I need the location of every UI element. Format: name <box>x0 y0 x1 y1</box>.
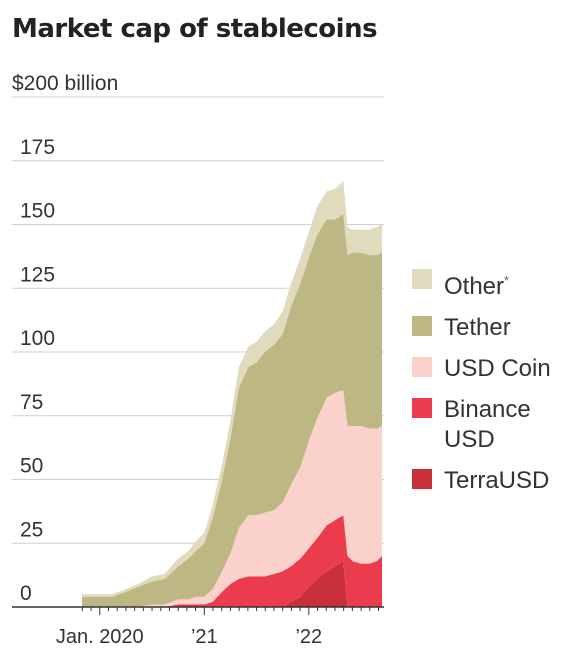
legend-item: Tether <box>412 313 582 343</box>
legend-label: USD Coin <box>444 355 551 382</box>
series-area-terrausd <box>82 561 382 607</box>
legend-label: Tether <box>444 314 511 341</box>
legend: Other* Tether USD Coin Binance USD TerraUSD <box>412 266 582 507</box>
legend-label: Other* <box>444 273 510 300</box>
y-tick-label: 75 <box>20 391 43 414</box>
legend-label: Binance USD <box>444 396 531 453</box>
chart-title: Market cap of stablecoins <box>12 14 378 44</box>
y-tick-label: 100 <box>20 327 55 350</box>
y-tick-label: 0 <box>20 582 32 605</box>
legend-swatch <box>412 469 432 489</box>
legend-swatch <box>412 316 432 336</box>
y-tick-label: 25 <box>20 518 43 541</box>
x-tick-label: Jan. 2020 <box>56 626 144 648</box>
x-tick-label: ’21 <box>191 626 218 648</box>
legend-label: TerraUSD <box>444 467 550 494</box>
legend-item: Binance USD <box>412 395 582 455</box>
y-tick-label: 150 <box>20 200 55 223</box>
series-area-tether <box>82 214 382 608</box>
series-area-usd-coin <box>82 390 382 607</box>
legend-swatch <box>412 357 432 377</box>
gridlines <box>12 96 384 544</box>
series-area-binance-usd <box>82 515 382 607</box>
y-tick-label: 175 <box>20 136 55 159</box>
y-tick-label: 125 <box>20 263 55 286</box>
x-axis: Jan. 2020 ’21 ’22 <box>12 606 384 648</box>
legend-swatch <box>412 269 432 289</box>
y-unit-label: $200 billion <box>12 72 118 95</box>
legend-footnote-marker: * <box>504 273 510 288</box>
y-tick-label: 50 <box>20 455 43 478</box>
y-tick-labels: 0 25 50 75 100 125 150 175 $200 billion <box>12 72 118 605</box>
legend-item: Other* <box>412 266 582 302</box>
legend-item: TerraUSD <box>412 466 582 496</box>
x-tick-label: ’22 <box>295 626 322 648</box>
series-areas <box>82 181 382 608</box>
legend-swatch <box>412 398 432 418</box>
legend-item: USD Coin <box>412 354 582 384</box>
